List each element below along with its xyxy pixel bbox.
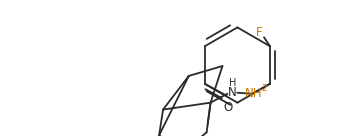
Text: H: H (229, 78, 236, 88)
Text: O: O (223, 101, 232, 114)
Text: F: F (256, 26, 262, 39)
Text: N: N (228, 86, 237, 99)
Text: 2: 2 (261, 84, 267, 93)
Text: NH: NH (245, 87, 262, 100)
